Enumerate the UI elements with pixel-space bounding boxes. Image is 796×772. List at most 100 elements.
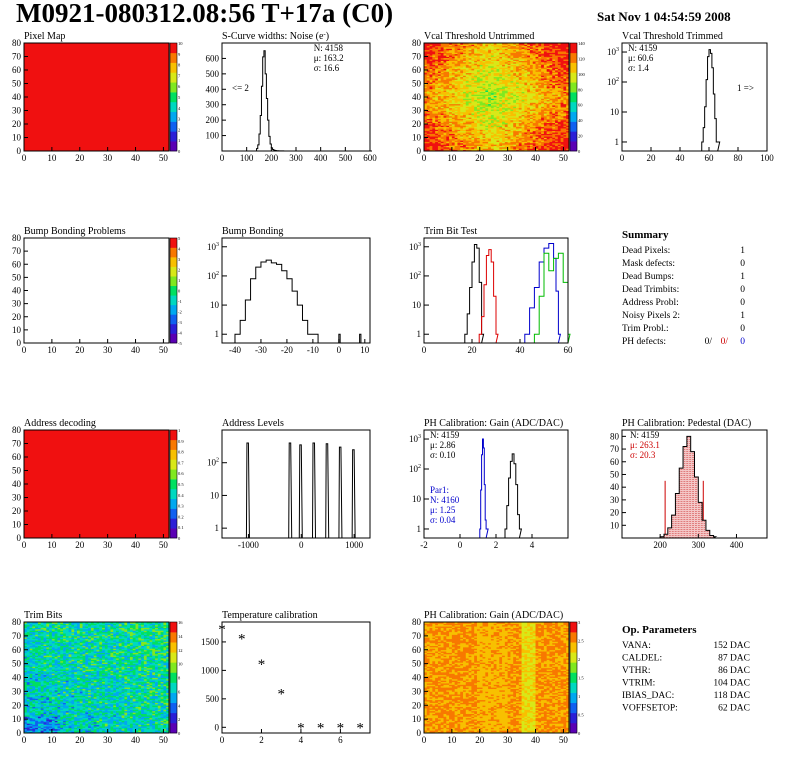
- heatmap-cell: [532, 128, 536, 130]
- heatmap-cell: [424, 75, 428, 78]
- heatmap-cell: [535, 70, 539, 72]
- heatmap-cell: [504, 125, 509, 128]
- palette-tick-label: 0.4: [178, 493, 184, 498]
- heatmap-cell: [490, 128, 495, 130]
- heatmap-cell: [549, 88, 553, 91]
- heatmap-cell: [493, 61, 497, 64]
- heatmap-cell: [437, 44, 442, 47]
- heatmap-cell: [476, 109, 481, 111]
- heatmap-cell: [437, 57, 442, 60]
- heatmap-cell: [532, 142, 536, 145]
- heatmap-cell: [555, 59, 559, 61]
- heatmap-cell: [532, 79, 536, 82]
- heatmap-cell: [566, 148, 570, 151]
- heatmap-cell: [437, 130, 442, 133]
- heatmap-cell: [460, 84, 464, 87]
- heatmap-cell: [446, 87, 450, 90]
- heatmap-cell: [529, 82, 534, 84]
- heatmap-cell: [504, 79, 509, 82]
- heatmap-cell: [516, 130, 520, 133]
- heatmap-cell: [552, 59, 556, 61]
- heatmap-cell: [437, 59, 442, 61]
- heatmap-cell: [24, 677, 28, 680]
- heatmap-cell: [493, 72, 497, 75]
- heatmap-cell: [457, 78, 461, 80]
- palette-tick-label: 0: [178, 536, 181, 541]
- heatmap-cell: [538, 51, 542, 53]
- y-tick-exp: 3: [418, 434, 421, 440]
- heatmap-cell: [429, 52, 433, 55]
- heatmap-cell: [524, 44, 528, 47]
- y-tick-label: 20: [610, 508, 620, 518]
- heatmap-cell: [454, 118, 458, 121]
- heatmap-cell: [524, 59, 528, 61]
- heatmap-cell: [555, 47, 559, 49]
- heatmap-cell: [496, 138, 500, 141]
- heatmap-cell: [510, 56, 514, 59]
- heatmap-cell: [24, 678, 28, 681]
- heatmap-cell: [510, 45, 514, 48]
- heatmap-cell: [557, 106, 562, 109]
- heatmap-cell: [440, 53, 444, 56]
- heatmap-cell: [527, 114, 531, 117]
- heatmap-cell: [543, 63, 548, 65]
- heatmap-cell: [474, 136, 478, 138]
- heatmap-cell: [460, 122, 464, 125]
- heatmap-cell: [482, 55, 486, 57]
- heatmap-cell: [443, 101, 447, 103]
- heatmap-cell: [541, 125, 545, 128]
- heatmap-cell: [468, 43, 472, 45]
- heatmap-cell: [485, 130, 489, 133]
- heatmap-cell: [457, 87, 461, 90]
- heatmap-cell: [482, 106, 486, 109]
- heatmap-cell: [471, 129, 475, 132]
- heatmap-cell: [549, 95, 553, 98]
- heatmap-cell: [465, 44, 470, 47]
- heatmap-cell: [435, 91, 439, 94]
- heatmap-cell: [527, 124, 531, 126]
- heatmap-cell: [482, 65, 486, 68]
- heatmap-cell: [482, 82, 486, 84]
- heatmap-cell: [476, 137, 481, 140]
- heatmap-cell: [465, 121, 470, 124]
- heatmap-cell: [538, 134, 542, 137]
- heatmap-cell: [488, 51, 492, 53]
- heatmap-cell: [24, 645, 28, 648]
- heatmap-cell: [504, 126, 509, 129]
- heatmap-cell: [468, 49, 472, 52]
- heatmap-cell: [552, 145, 556, 148]
- heatmap-cell: [555, 109, 559, 111]
- heatmap-cell: [451, 118, 456, 121]
- heatmap-cell: [507, 76, 511, 79]
- heatmap-cell: [468, 119, 472, 122]
- heatmap-cell: [524, 57, 528, 60]
- heatmap-cell: [516, 74, 520, 76]
- heatmap-cell: [460, 61, 464, 64]
- stats-line: σ: 0.10: [430, 450, 456, 460]
- heatmap-cell: [424, 141, 428, 144]
- heatmap-cell: [524, 106, 528, 109]
- heatmap-cell: [485, 110, 489, 113]
- heatmap-cell: [496, 74, 500, 76]
- heatmap-cell: [557, 64, 562, 67]
- heatmap-cell: [516, 113, 520, 115]
- heatmap-cell: [32, 645, 36, 648]
- heatmap-cell: [460, 117, 464, 119]
- heatmap-cell: [543, 60, 548, 63]
- heatmap-cell: [529, 98, 534, 101]
- annotation: 1 =>: [737, 83, 754, 93]
- heatmap-cell: [538, 110, 542, 113]
- heatmap-cell: [529, 146, 534, 149]
- heatmap-cell: [516, 128, 520, 130]
- heatmap-cell: [26, 713, 30, 716]
- heatmap-cell: [521, 134, 525, 137]
- heatmap-cell: [518, 134, 522, 137]
- heatmap-cell: [541, 145, 545, 148]
- palette-frame: [569, 42, 578, 152]
- heatmap-cell: [443, 88, 447, 91]
- heatmap-cell: [454, 78, 458, 80]
- heatmap-cell: [463, 110, 467, 113]
- heatmap-cell: [443, 132, 447, 134]
- heatmap-cell: [557, 88, 562, 91]
